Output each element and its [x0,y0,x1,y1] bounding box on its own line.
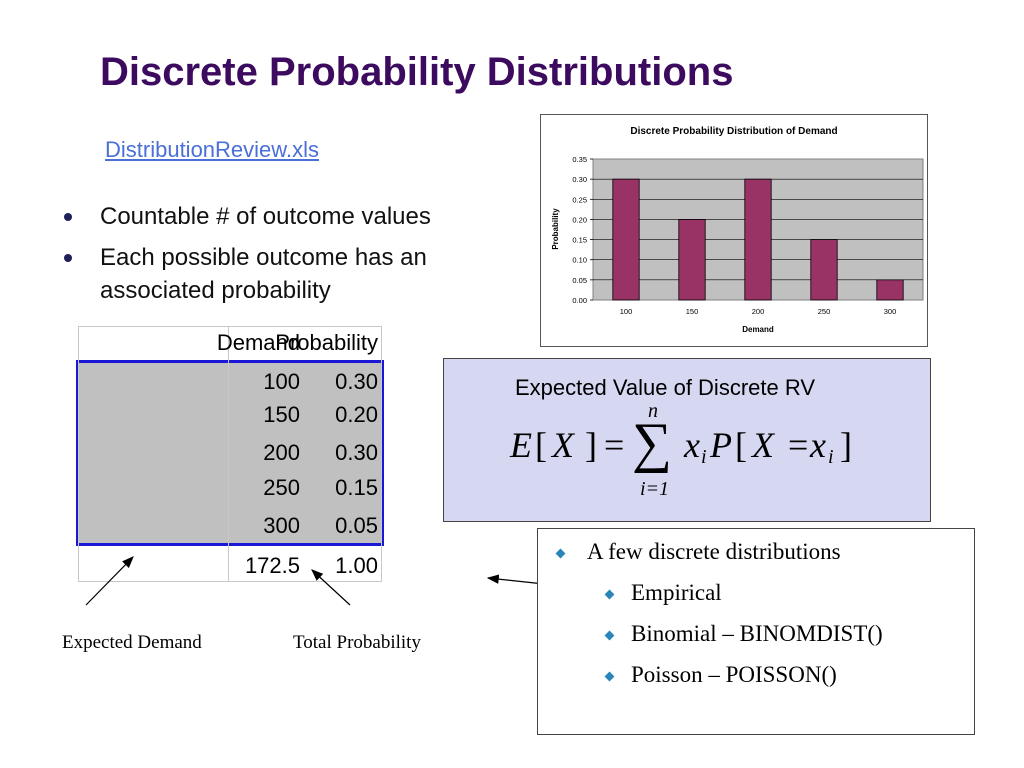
y-tick-label: 0.05 [572,276,587,285]
table-total-probability: 1.00 [335,553,378,578]
formula-sigma: ∑ [632,412,672,474]
table-cell-demand: 150 [263,402,300,427]
chart-bar [876,279,904,301]
y-tick-label: 0.15 [572,236,587,245]
formula-sum-lower: i=1 [640,478,670,500]
bullet-item: Each possible outcome has an associated … [62,241,522,307]
chart-bar [744,178,772,301]
chart-bar [678,219,706,301]
formula-subscript: i [701,446,707,468]
chart-xlabel: Demand [742,325,774,334]
formula-bracket: [ [535,425,547,465]
table-cell-probability: 0.15 [335,475,378,500]
demand-table: Demand Probability 100 0.30 150 0.20 200… [78,326,382,582]
y-tick-label: 0.00 [572,296,587,305]
formula-subscript: i [828,446,834,468]
chart-bar [810,239,838,301]
caption-total-probability: Total Probability [293,632,421,653]
table-cell-demand: 100 [263,369,300,394]
caption-expected-demand: Expected Demand [62,632,202,653]
y-tick-label: 0.35 [572,155,587,164]
table-total-demand: 172.5 [244,553,300,578]
formula-bracket: ] [840,425,852,465]
formula-x: x [810,425,826,465]
table-cell-probability: 0.30 [335,440,378,465]
y-tick-label: 0.25 [572,195,587,204]
chart-ylabel: Probability [551,208,560,250]
bar-chart: Discrete Probability Distribution of Dem… [551,126,924,334]
distribution-item: Empirical [631,580,722,605]
y-tick-label: 0.20 [572,215,587,224]
bullet-list: Countable # of outcome values Each possi… [62,200,522,315]
table-gridline [228,326,229,582]
formula-title: Expected Value of Discrete RV [515,375,816,400]
x-tick-label: 200 [752,307,765,316]
file-link[interactable]: DistributionReview.xls [105,137,319,162]
table-cell-probability: 0.05 [335,513,378,538]
formula-x: x [684,425,700,465]
table-header-demand: Demand [216,330,300,355]
x-tick-label: 100 [620,307,633,316]
table-data-region [76,360,384,546]
y-tick-label: 0.10 [572,256,587,265]
formula-X: X [752,425,774,465]
chart-frame: Discrete Probability Distribution of Dem… [540,114,928,347]
formula-equals: = [604,425,625,465]
x-tick-label: 150 [686,307,699,316]
table-gridline [78,326,79,582]
table-gridline [78,326,382,327]
formula-bracket: [ [735,425,747,465]
table-header-probability: Probability [275,330,378,355]
formula-equals: = [788,425,809,465]
distributions-heading: A few discrete distributions [587,539,841,564]
table-cell-demand: 300 [263,513,300,538]
table-gridline [381,326,382,582]
formula-box [443,358,931,522]
distribution-item: Poisson – POISSON() [631,662,837,687]
chart-bar [612,178,640,301]
formula-bracket: ] [585,425,597,465]
y-tick-label: 0.30 [572,175,587,184]
formula-sum-upper: n [648,400,658,422]
arrow-expected-demand [85,556,134,606]
formula-P: P [710,425,732,465]
table-cell-probability: 0.20 [335,402,378,427]
formula-X: X [552,425,574,465]
slide-title: Discrete Probability Distributions [100,50,734,94]
x-tick-label: 250 [818,307,831,316]
table-cell-demand: 250 [263,475,300,500]
formula-E: E [510,425,532,465]
table-cell-probability: 0.30 [335,369,378,394]
arrow-total-probability [311,569,351,606]
distribution-item: Binomial – BINOMDIST() [631,621,883,646]
chart-title: Discrete Probability Distribution of Dem… [630,126,837,137]
x-tick-label: 300 [884,307,897,316]
table-cell-demand: 200 [263,440,300,465]
table-gridline [78,581,382,582]
bullet-item: Countable # of outcome values [62,200,522,233]
